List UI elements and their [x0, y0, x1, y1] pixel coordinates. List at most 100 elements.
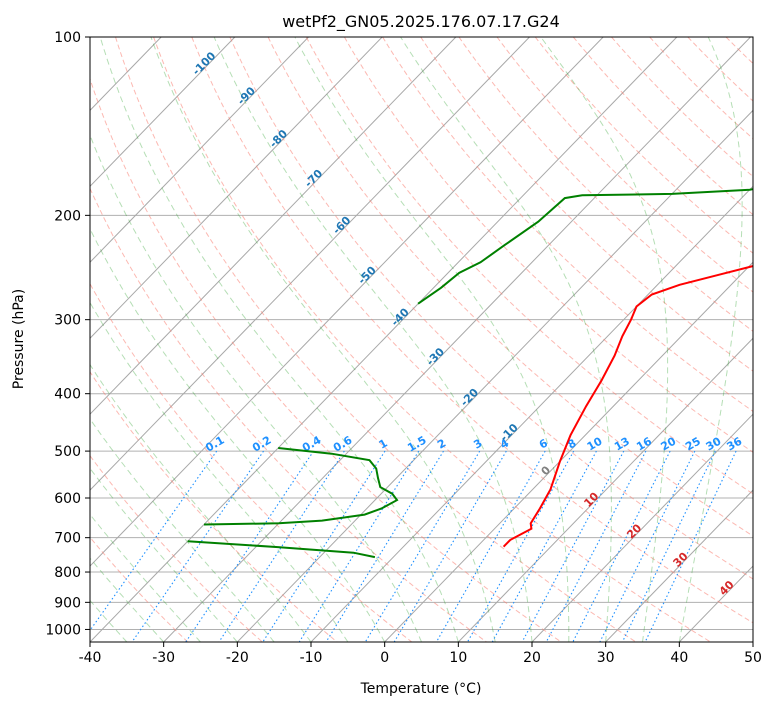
mixing-ratio-label: 1	[377, 437, 390, 452]
isotherm-label: 10	[581, 490, 601, 510]
x-tick-label: -40	[79, 650, 102, 666]
dry-adiabat	[687, 37, 753, 102]
moist-adiabat	[150, 37, 496, 642]
mixing-ratio-line	[262, 450, 386, 642]
isotherm-label: -50	[356, 264, 379, 287]
plot-frame	[89, 36, 754, 643]
isotherm-line	[90, 37, 236, 188]
mixing-ratio-line	[621, 450, 716, 642]
isotherm-line	[163, 37, 751, 642]
y-tick-label: 300	[54, 313, 81, 329]
isotherm-line	[310, 185, 753, 642]
dry-adiabat	[420, 37, 753, 372]
dry-adiabat	[115, 37, 637, 642]
isotherm-label: -70	[302, 167, 325, 190]
mixing-ratio-label: 2	[435, 437, 448, 452]
dry-adiabat	[229, 37, 753, 580]
moist-adiabat	[90, 363, 312, 642]
isotherm-label: -20	[458, 386, 481, 409]
dry-adiabat	[305, 37, 753, 495]
y-axis-label: Pressure (hPa)	[11, 289, 27, 389]
moist-adiabat	[90, 418, 275, 642]
mixing-ratio-line	[185, 450, 315, 642]
moist-adiabat	[90, 133, 422, 642]
y-tick-label: 200	[54, 208, 81, 224]
mixing-ratio-line	[393, 450, 507, 642]
x-tick-label: 40	[670, 650, 688, 666]
isotherm-label: 20	[624, 521, 644, 541]
dry-adiabat	[90, 536, 189, 642]
dry-adiabat	[611, 37, 753, 178]
isotherm-line	[90, 37, 309, 263]
y-tick-label: 100	[54, 30, 81, 46]
isotherm-line	[90, 37, 678, 642]
profile-lines	[187, 188, 753, 559]
moist-adiabat	[90, 513, 201, 642]
dry-adiabat	[191, 37, 753, 624]
mixing-ratio-line	[599, 450, 696, 642]
isotherm-line	[236, 109, 753, 642]
mixing-ratio-line	[644, 450, 737, 642]
mixing-ratio-line	[364, 450, 481, 642]
dry-adiabat	[382, 37, 753, 412]
dry-adiabat	[764, 37, 775, 642]
isotherm-line	[90, 37, 457, 415]
profile-series-line	[417, 188, 753, 305]
isotherm-line	[457, 337, 753, 642]
y-tick-label: 500	[54, 444, 81, 460]
dry-adiabat	[90, 77, 562, 642]
x-tick-label: -20	[226, 650, 249, 666]
isotherm-label: -100	[190, 49, 219, 78]
dry-adiabat	[649, 37, 753, 140]
isotherm-line	[90, 37, 604, 567]
dry-adiabat	[458, 37, 753, 332]
dry-adiabat	[572, 37, 753, 216]
moist-adiabat	[213, 37, 533, 642]
y-tick-label: 800	[54, 565, 81, 581]
dry-adiabat	[725, 37, 753, 65]
dry-adiabat	[90, 454, 263, 642]
moist-adiabat	[294, 37, 570, 642]
x-axis-label: Temperature (°C)	[360, 681, 482, 697]
y-tick-label: 900	[54, 595, 81, 611]
moist-adiabat	[400, 37, 612, 642]
isotherm-label: 40	[717, 578, 737, 598]
dry-adiabat	[343, 37, 753, 453]
mixing-ratio-line	[131, 450, 265, 642]
mixing-ratio-label: 3	[471, 437, 484, 452]
moist-adiabat	[90, 467, 238, 642]
dry-adiabat	[267, 37, 753, 537]
dry-adiabat	[90, 282, 413, 642]
moist-adiabat	[90, 301, 349, 642]
mixing-ratio-line	[521, 450, 625, 642]
mixing-ratio-label: 6	[537, 436, 550, 451]
x-tick-label: 20	[523, 650, 541, 666]
dry-adiabat	[90, 371, 338, 642]
mixing-ratio-line	[545, 450, 647, 642]
isotherm-line	[605, 489, 753, 642]
profile-series-line	[502, 265, 753, 548]
background-lines	[90, 37, 775, 642]
mixing-ratio-line	[491, 450, 597, 642]
x-tick-label: -30	[152, 650, 175, 666]
chart-title: wetPf2_GN05.2025.176.07.17.G24	[282, 12, 560, 32]
x-tick-label: -10	[300, 650, 323, 666]
x-tick-label: 30	[597, 650, 615, 666]
mixing-ratio-line	[435, 450, 546, 642]
dry-adiabat	[496, 37, 753, 293]
mixing-ratio-line	[90, 450, 218, 632]
isotherm-label: -30	[424, 345, 447, 368]
y-tick-label: 1000	[45, 622, 81, 638]
isotherm-line	[752, 641, 753, 642]
axes: -40 -30 -20 -10 0 10 20 30 40 5010020030040050060…	[45, 30, 762, 666]
moist-adiabat	[99, 37, 459, 642]
moist-adiabat	[540, 37, 669, 642]
moist-adiabat	[678, 37, 743, 642]
dry-adiabat	[153, 37, 711, 642]
profile-series-line	[203, 447, 399, 526]
isotherm-label: -40	[389, 305, 412, 328]
profile-series-line	[187, 540, 376, 559]
isotherm-line	[531, 413, 753, 642]
isotherm-line	[384, 261, 753, 642]
